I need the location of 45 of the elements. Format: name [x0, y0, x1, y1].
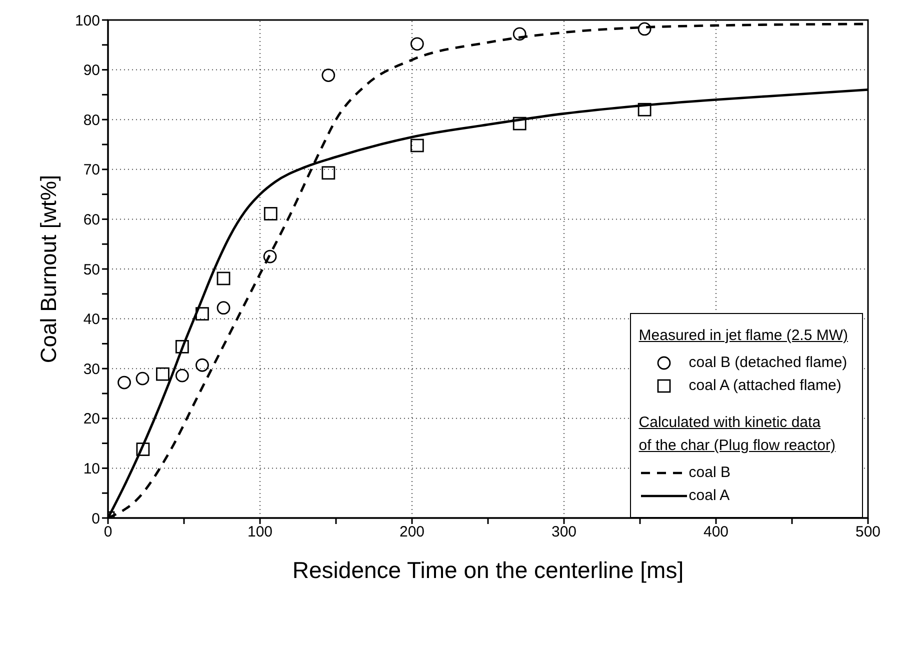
- point: [216, 272, 230, 286]
- x-tick-label: 100: [247, 524, 273, 541]
- x-tick-label: 500: [855, 524, 881, 541]
- point: [410, 37, 424, 51]
- x-tick-label: 200: [399, 524, 425, 541]
- annotation: Calculated with kinetic data of the char (Plug flow reactor): [638, 413, 837, 456]
- legend-label: coal A (attached flame): [688, 376, 842, 396]
- legend-label: coal A: [688, 486, 730, 506]
- point: [638, 22, 652, 36]
- point: [512, 116, 526, 130]
- legend-title: Measured in jet flame (2.5 MW): [638, 326, 848, 346]
- point: [136, 372, 150, 386]
- point: [322, 166, 336, 180]
- x-tick-label: 0: [104, 524, 112, 541]
- y-tick-label: 60: [83, 212, 100, 229]
- y-tick-label: 80: [83, 112, 100, 129]
- y-tick-label: 70: [83, 162, 100, 179]
- legend-label: coal B (detached flame): [688, 353, 848, 373]
- x-tick-label: 400: [703, 524, 729, 541]
- y-axis-title: Coal Burnout [wt%]: [36, 174, 61, 364]
- legend-label: coal B: [688, 463, 730, 483]
- point: [512, 27, 526, 41]
- point: [216, 301, 230, 315]
- y-tick-label: 10: [83, 460, 100, 478]
- point: [196, 358, 209, 372]
- point: [118, 376, 131, 390]
- point: [264, 207, 278, 220]
- point: [175, 368, 189, 382]
- point: [638, 102, 652, 116]
- point: [322, 68, 336, 82]
- point: [196, 307, 209, 321]
- point: [156, 367, 170, 381]
- x-axis-title: Residence Time on the centerline [ms]: [292, 557, 684, 583]
- point: [410, 138, 424, 152]
- y-tick-label: 40: [83, 311, 100, 328]
- y-tick-label: 0: [92, 510, 100, 528]
- point: [136, 442, 150, 456]
- point: [175, 340, 189, 354]
- y-tick-label: 20: [83, 410, 100, 428]
- y-tick-label: 100: [74, 12, 100, 30]
- y-tick-label: 50: [83, 261, 100, 278]
- point: [263, 250, 277, 264]
- y-tick-label: 90: [83, 62, 100, 80]
- x-tick-label: 300: [551, 524, 577, 541]
- y-tick-label: 30: [83, 360, 100, 378]
